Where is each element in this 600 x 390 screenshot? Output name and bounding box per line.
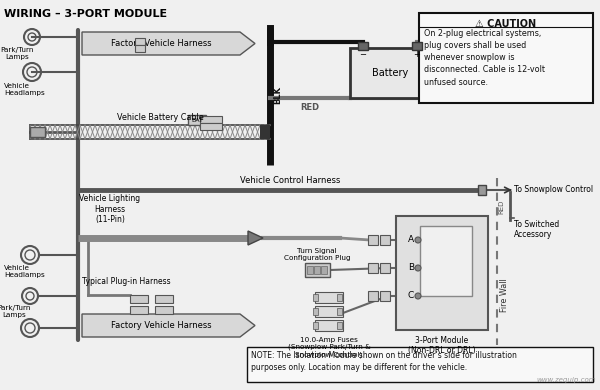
Text: On 2-plug electrical systems,
plug covers shall be used
whenever snowplow is
dis: On 2-plug electrical systems, plug cover…: [424, 29, 545, 87]
Text: To Switched
Accessory: To Switched Accessory: [514, 220, 559, 239]
Bar: [260, 125, 270, 139]
Bar: [368, 235, 378, 245]
Bar: [130, 295, 148, 303]
FancyBboxPatch shape: [247, 347, 593, 382]
Text: RED: RED: [301, 103, 320, 112]
Polygon shape: [248, 231, 263, 245]
Bar: [155, 295, 173, 303]
Bar: [315, 320, 343, 331]
Text: Factory Vehicle Harness: Factory Vehicle Harness: [110, 321, 211, 330]
Text: BAT: BAT: [191, 117, 203, 122]
Bar: [315, 292, 343, 303]
Text: Turn Signal
Configuration Plug: Turn Signal Configuration Plug: [284, 248, 350, 261]
Text: WIRING – 3-PORT MODULE: WIRING – 3-PORT MODULE: [4, 9, 167, 19]
Bar: [337, 308, 342, 315]
Bar: [307, 266, 313, 274]
Text: Park/Turn
Lamps: Park/Turn Lamps: [0, 305, 31, 318]
Bar: [155, 306, 173, 314]
Text: Factory Vehicle Harness: Factory Vehicle Harness: [110, 39, 211, 48]
Polygon shape: [82, 32, 255, 55]
Bar: [135, 45, 145, 52]
Text: −: −: [359, 50, 367, 59]
Bar: [188, 115, 206, 125]
Text: 3-Port Module
(Non-DRL or DRL): 3-Port Module (Non-DRL or DRL): [408, 336, 476, 355]
Bar: [314, 266, 320, 274]
Bar: [200, 116, 222, 123]
Bar: [313, 308, 318, 315]
Bar: [358, 42, 368, 50]
Bar: [337, 322, 342, 329]
Text: Typical Plug-in Harness: Typical Plug-in Harness: [82, 277, 170, 286]
Text: Vehicle
Headlamps: Vehicle Headlamps: [4, 265, 45, 278]
Text: Fire Wall: Fire Wall: [500, 278, 509, 312]
Circle shape: [415, 237, 421, 243]
Bar: [412, 42, 422, 50]
Bar: [337, 294, 342, 301]
Text: ⚠ CAUTION: ⚠ CAUTION: [475, 19, 536, 29]
Bar: [305, 263, 330, 277]
Text: NOTE: The Isolation Module shown on the driver’s side for illustration
purposes : NOTE: The Isolation Module shown on the …: [251, 351, 517, 372]
Bar: [200, 123, 222, 130]
Bar: [478, 185, 486, 195]
Text: BLK: BLK: [273, 86, 282, 104]
Circle shape: [415, 265, 421, 271]
Bar: [380, 263, 390, 273]
Text: C: C: [408, 291, 414, 301]
Bar: [368, 263, 378, 273]
Text: Vehicle Lighting
Harness
(11-Pin): Vehicle Lighting Harness (11-Pin): [79, 194, 140, 224]
Text: Vehicle Control Harness: Vehicle Control Harness: [240, 176, 340, 185]
Text: Vehicle
Headlamps: Vehicle Headlamps: [4, 83, 45, 96]
Text: Park/Turn
Lamps: Park/Turn Lamps: [1, 47, 34, 60]
FancyBboxPatch shape: [396, 216, 488, 330]
Bar: [313, 294, 318, 301]
Circle shape: [415, 293, 421, 299]
Bar: [380, 235, 390, 245]
Polygon shape: [82, 314, 255, 337]
Text: B: B: [408, 264, 414, 273]
Text: RED: RED: [498, 200, 504, 214]
Bar: [30, 127, 45, 137]
Bar: [315, 306, 343, 317]
Bar: [350, 48, 430, 98]
Text: +: +: [413, 50, 421, 59]
Bar: [380, 291, 390, 301]
Text: www.zequip.com: www.zequip.com: [536, 377, 596, 383]
FancyBboxPatch shape: [419, 13, 593, 103]
Bar: [420, 226, 472, 296]
Text: Battery: Battery: [372, 68, 408, 78]
Text: A: A: [408, 236, 414, 245]
Bar: [368, 291, 378, 301]
Text: To Snowplow Control: To Snowplow Control: [514, 186, 593, 195]
Text: 10.0-Amp Fuses
(Snowplow Park/Turn &
Snowplow Control): 10.0-Amp Fuses (Snowplow Park/Turn & Sno…: [287, 337, 370, 358]
Text: Vehicle Battery Cable: Vehicle Battery Cable: [116, 113, 203, 122]
Bar: [135, 38, 145, 45]
Bar: [313, 322, 318, 329]
Bar: [130, 306, 148, 314]
Bar: [321, 266, 327, 274]
